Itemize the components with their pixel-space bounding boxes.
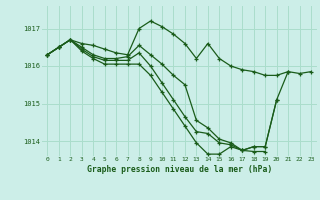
- X-axis label: Graphe pression niveau de la mer (hPa): Graphe pression niveau de la mer (hPa): [87, 165, 272, 174]
